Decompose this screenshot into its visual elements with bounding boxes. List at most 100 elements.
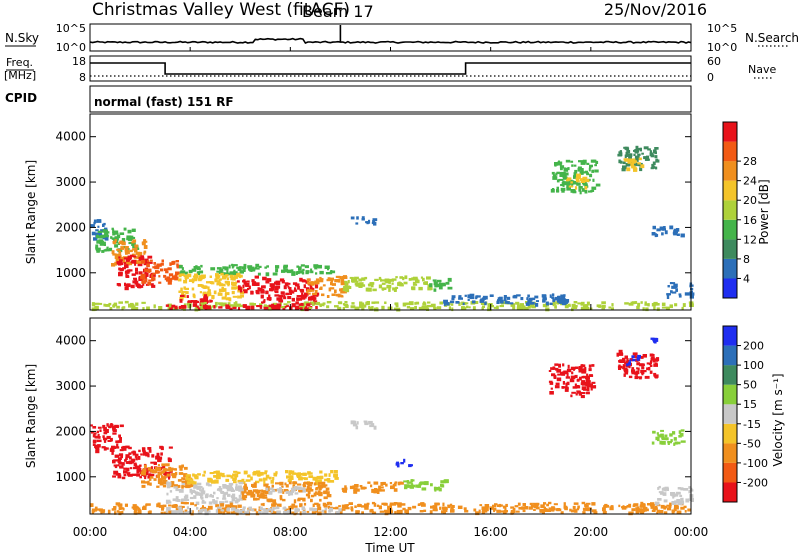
heatmap-cell	[221, 286, 224, 290]
heatmap-cell	[148, 478, 152, 481]
heatmap-cell	[138, 456, 141, 460]
heatmap-cell	[141, 260, 146, 264]
heatmap-cell	[536, 502, 540, 506]
heatmap-cell	[111, 237, 115, 240]
heatmap-cell	[434, 502, 440, 506]
heatmap-cell	[496, 504, 500, 507]
heatmap-cell	[393, 482, 397, 486]
heatmap-cell	[527, 306, 531, 309]
heatmap-cell	[232, 306, 237, 310]
heatmap-cell	[257, 272, 261, 276]
heatmap-cell	[403, 480, 408, 483]
heatmap-cell	[582, 375, 585, 379]
heatmap-cell	[315, 280, 320, 285]
heatmap-cell	[183, 501, 188, 505]
heatmap-cell	[524, 506, 529, 510]
heatmap-cell	[571, 189, 575, 192]
heatmap-cell	[133, 466, 138, 470]
heatmap-cell	[584, 190, 588, 194]
heatmap-cell	[269, 508, 272, 511]
heatmap-cell	[175, 488, 180, 492]
heatmap-cell	[539, 509, 542, 513]
heatmap-cell	[133, 509, 138, 511]
heatmap-cell	[555, 367, 559, 371]
heatmap-cell	[116, 510, 120, 513]
heatmap-cell	[586, 382, 589, 386]
heatmap-cell	[581, 386, 587, 390]
date-label: 25/Nov/2016	[604, 0, 707, 19]
heatmap-cell	[385, 483, 388, 487]
heatmap-cell	[240, 294, 244, 298]
heatmap-cell	[350, 507, 354, 512]
heatmap-cell	[637, 162, 641, 165]
heatmap-cell	[129, 269, 133, 272]
heatmap-cell	[584, 504, 589, 508]
heatmap-cell	[329, 270, 333, 275]
heatmap-cell	[387, 510, 392, 514]
heatmap-cell	[512, 509, 516, 514]
heatmap-cell	[451, 295, 456, 299]
heatmap-cell	[275, 306, 280, 310]
heatmap-cell	[125, 261, 130, 266]
heatmap-cell	[319, 270, 324, 275]
heatmap-cell	[255, 480, 260, 484]
heatmap-cell	[439, 301, 443, 305]
heatmap-cell	[443, 302, 446, 306]
heatmap-cell	[274, 290, 279, 293]
heatmap-cell	[657, 438, 660, 442]
heatmap-cell	[441, 282, 446, 285]
heatmap-cell	[142, 468, 147, 472]
heatmap-cell	[558, 300, 563, 304]
heatmap-cell	[240, 274, 243, 278]
heatmap-cell	[577, 505, 580, 509]
heatmap-cell	[631, 508, 636, 512]
heatmap-cell	[566, 381, 570, 386]
heatmap-cell	[522, 503, 526, 506]
heatmap-cell	[530, 302, 533, 305]
heatmap-cell	[678, 293, 682, 296]
heatmap-cell	[180, 270, 186, 274]
heatmap-cell	[100, 510, 103, 514]
heatmap-cell	[379, 486, 384, 489]
heatmap-cell	[340, 282, 345, 286]
heatmap-cell	[517, 304, 520, 308]
heatmap-cell	[381, 282, 386, 285]
heatmap-cell	[211, 480, 216, 484]
heatmap-cell	[542, 299, 546, 302]
heatmap-cell	[591, 509, 597, 513]
heatmap-cell	[235, 483, 238, 488]
heatmap-cell	[116, 443, 119, 447]
heatmap-cell	[314, 290, 318, 293]
heatmap-cell	[216, 267, 222, 270]
heatmap-cell	[321, 293, 325, 297]
heatmap-cell	[215, 475, 221, 480]
heatmap-cell	[678, 294, 682, 298]
heatmap-cell	[262, 502, 265, 507]
heatmap-cell	[130, 284, 135, 289]
heatmap-cell	[351, 302, 355, 305]
heatmap-cell	[100, 234, 106, 238]
heatmap-cell	[571, 371, 574, 375]
heatmap-cell	[195, 486, 198, 489]
heatmap-cell	[181, 477, 186, 480]
heatmap-cell	[417, 485, 421, 488]
heatmap-cell	[90, 431, 94, 434]
heatmap-cell	[370, 282, 375, 285]
heatmap-cell	[257, 494, 262, 497]
heatmap-cell	[271, 283, 275, 287]
heatmap-cell	[628, 511, 633, 516]
heatmap-cell	[206, 293, 209, 298]
heatmap-cell	[527, 294, 530, 298]
heatmap-cell	[628, 156, 632, 159]
heatmap-cell	[302, 268, 305, 271]
heatmap-cell	[307, 471, 311, 475]
heatmap-cell	[651, 232, 656, 236]
heatmap-cell	[638, 508, 643, 511]
heatmap-cell	[131, 259, 137, 264]
heatmap-cell	[244, 483, 247, 487]
heatmap-cell	[481, 506, 487, 510]
y-tick-label: 4000	[55, 334, 86, 348]
heatmap-cell	[325, 487, 330, 491]
heatmap-cell	[242, 304, 247, 308]
heatmap-cell	[319, 498, 322, 502]
